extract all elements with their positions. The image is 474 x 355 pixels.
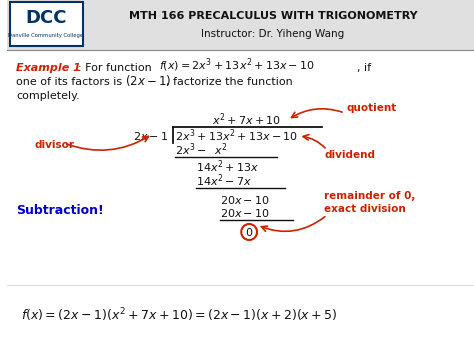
Text: $f(x)=2x^3+13x^2+13x-10$: $f(x)=2x^3+13x^2+13x-10$: [159, 56, 315, 74]
Text: , factorize the function: , factorize the function: [166, 77, 293, 87]
Text: Instructor: Dr. Yiheng Wang: Instructor: Dr. Yiheng Wang: [201, 29, 345, 39]
Text: Danville Community College: Danville Community College: [9, 33, 83, 38]
Text: Example 1: Example 1: [17, 63, 82, 73]
Text: $14x^2-7x$: $14x^2-7x$: [196, 173, 252, 189]
Text: $f(x)=(2x-1)(x^2+7x+10)=(2x-1)(x+2)(x+5)$: $f(x)=(2x-1)(x^2+7x+10)=(2x-1)(x+2)(x+5)…: [21, 306, 338, 324]
Text: divisor: divisor: [34, 140, 74, 150]
Text: Subtraction!: Subtraction!: [17, 203, 104, 217]
FancyBboxPatch shape: [9, 2, 83, 46]
Text: DCC: DCC: [25, 9, 67, 27]
Text: $20x-10$: $20x-10$: [219, 207, 269, 219]
Text: $(2x-1)$: $(2x-1)$: [125, 72, 172, 87]
Text: $14x^2+13x$: $14x^2+13x$: [196, 159, 259, 175]
Text: completely.: completely.: [17, 91, 80, 101]
Text: quotient: quotient: [347, 103, 397, 113]
Text: remainder of 0,: remainder of 0,: [324, 191, 416, 201]
Text: $20x-10$: $20x-10$: [219, 194, 269, 206]
Text: $2x-1$: $2x-1$: [133, 130, 168, 142]
Text: $2x^3-\;\;x^2$: $2x^3-\;\;x^2$: [175, 142, 228, 158]
Text: $x^2+7x+10$: $x^2+7x+10$: [212, 112, 281, 128]
FancyBboxPatch shape: [7, 0, 474, 50]
Text: exact division: exact division: [324, 204, 406, 214]
Text: one of its factors is: one of its factors is: [17, 77, 123, 87]
Text: $2x^3+13x^2+13x-10$: $2x^3+13x^2+13x-10$: [175, 128, 298, 144]
Text: dividend: dividend: [324, 150, 375, 160]
Text: $0$: $0$: [245, 226, 253, 238]
Text: , if: , if: [356, 63, 371, 73]
Text: : For function: : For function: [78, 63, 151, 73]
Text: MTH 166 PRECALCULUS WITH TRIGONOMETRY: MTH 166 PRECALCULUS WITH TRIGONOMETRY: [128, 11, 417, 21]
